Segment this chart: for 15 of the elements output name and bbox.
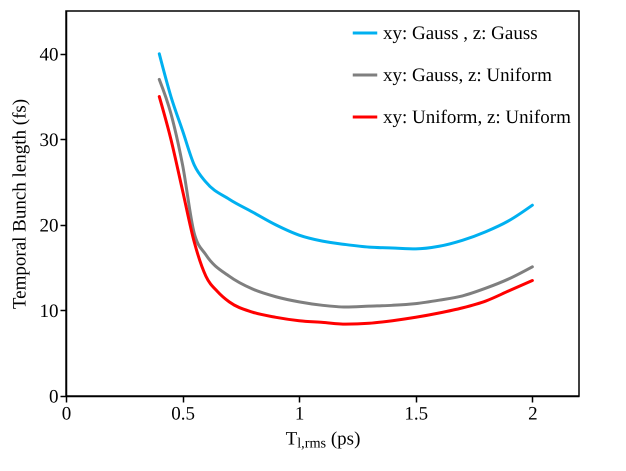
- y-tick-label: 0: [49, 386, 58, 408]
- x-tick-label: 1: [294, 404, 304, 424]
- x-tick-label: 2: [528, 404, 538, 424]
- y-tick-label: 20: [40, 215, 58, 236]
- x-tick-label: 0.5: [171, 404, 195, 424]
- y-tick-label: 40: [40, 44, 58, 66]
- y-axis-title: Temporal Bunch length (fs): [10, 98, 30, 310]
- y-tick-label: 10: [40, 300, 58, 322]
- legend-label: xy: Uniform, z: Uniform: [383, 107, 572, 128]
- legend-label: xy: Gauss , z: Gauss: [383, 23, 538, 44]
- y-tick-label: 30: [40, 130, 58, 151]
- legend-label: xy: Gauss, z: Uniform: [383, 65, 552, 86]
- x-tick-label: 1.5: [404, 404, 428, 424]
- x-axis-title: T$_{l,rms}$ (ps): [286, 428, 360, 452]
- x-tick-label: 0: [62, 404, 72, 424]
